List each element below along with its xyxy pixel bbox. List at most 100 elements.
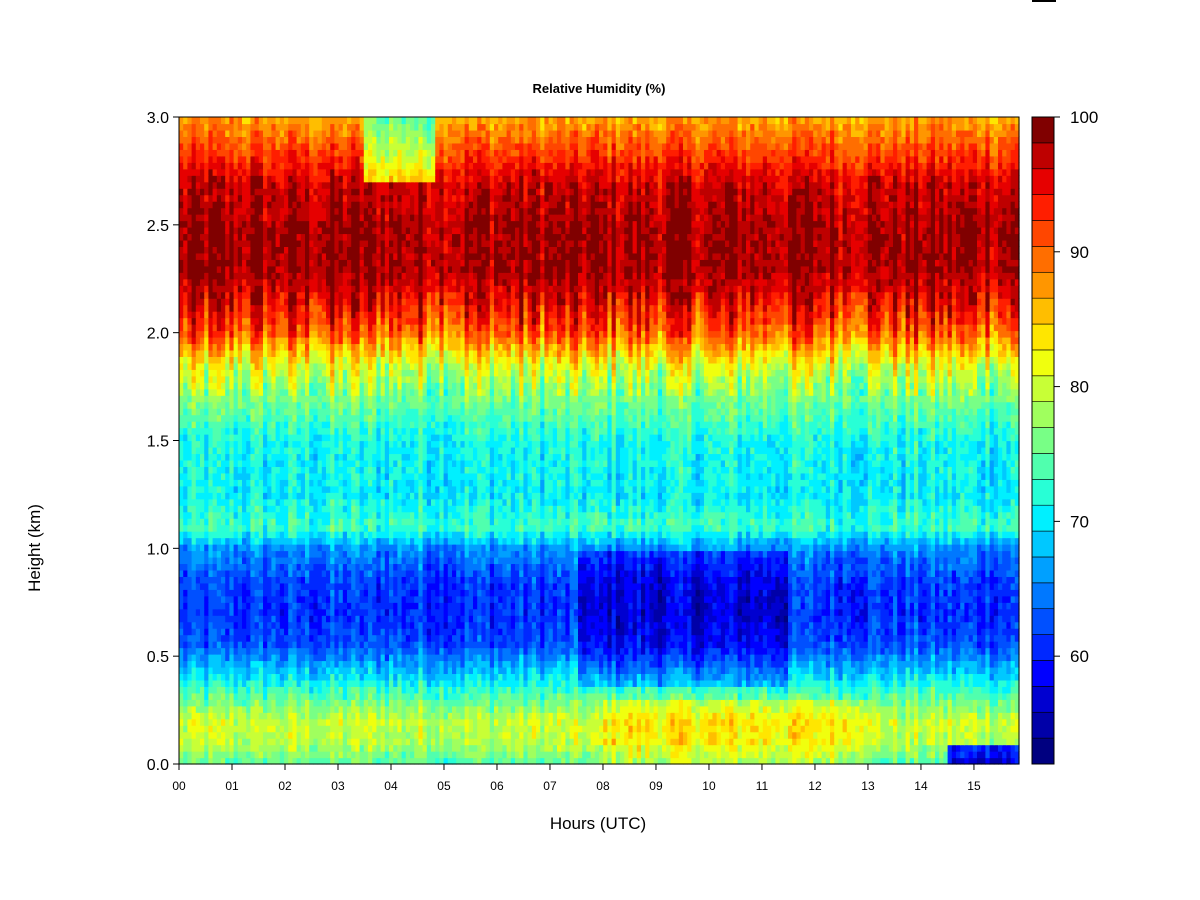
heatmap-cell [695, 673, 701, 681]
heatmap-cell [250, 757, 256, 765]
heatmap-cell [250, 725, 256, 733]
heatmap-cell [468, 679, 474, 687]
heatmap-cell [233, 751, 239, 759]
heatmap-cell [636, 641, 642, 649]
heatmap-cell [712, 628, 718, 636]
heatmap-cell [531, 744, 537, 752]
heatmap-cell [351, 615, 356, 623]
heatmap-cell [666, 679, 671, 687]
heatmap-cell [939, 712, 944, 720]
heatmap-cell [880, 660, 886, 668]
heatmap-cell [750, 608, 755, 616]
heatmap-cell [1010, 660, 1016, 668]
heatmap-cell [384, 738, 390, 746]
heatmap-cell [762, 718, 768, 726]
heatmap-cell [830, 641, 835, 649]
heatmap-cell [842, 731, 848, 739]
heatmap-cell [741, 621, 747, 629]
heatmap-cell [452, 673, 457, 681]
heatmap-cell [376, 699, 382, 707]
heatmap-cell [410, 705, 415, 713]
heatmap-cell [271, 647, 277, 655]
heatmap-cell [708, 712, 713, 720]
heatmap-cell [607, 679, 613, 687]
heatmap-cell [1010, 686, 1016, 694]
heatmap-cell [708, 641, 713, 649]
heatmap-cell [204, 718, 209, 726]
heatmap-cell [918, 725, 923, 733]
heatmap-cell [355, 718, 361, 726]
heatmap-cell [313, 738, 319, 746]
heatmap-cell [1010, 692, 1016, 700]
heatmap-cell [321, 692, 327, 700]
heatmap-cell [989, 628, 995, 636]
heatmap-cell [851, 615, 856, 623]
heatmap-cell [783, 641, 789, 649]
heatmap-cell [1006, 751, 1012, 759]
heatmap-cell [859, 712, 865, 720]
heatmap-cell [565, 705, 571, 713]
heatmap-cell [737, 608, 743, 616]
heatmap-cell [893, 744, 898, 752]
heatmap-cell [951, 660, 957, 668]
heatmap-cell [620, 725, 625, 733]
heatmap-cell [393, 679, 398, 687]
heatmap-cell [729, 686, 734, 694]
heatmap-cell [846, 712, 852, 720]
heatmap-cell [1002, 621, 1007, 629]
heatmap-cell [229, 673, 235, 681]
heatmap-cell [737, 738, 743, 746]
heatmap-cell [317, 731, 323, 739]
heatmap-cell [662, 654, 667, 662]
heatmap-cell [960, 738, 965, 746]
heatmap-cell [662, 660, 667, 668]
heatmap-cell [876, 673, 881, 681]
heatmap-cell [825, 621, 831, 629]
heatmap-cell [771, 744, 776, 752]
heatmap-cell [229, 725, 235, 733]
heatmap-cell [947, 641, 953, 649]
heatmap-cell [712, 725, 718, 733]
heatmap-cell [884, 699, 890, 707]
heatmap-cell [880, 725, 886, 733]
heatmap-cell [426, 738, 432, 746]
heatmap-cell [342, 744, 348, 752]
heatmap-cell [657, 731, 663, 739]
heatmap-cell [985, 725, 991, 733]
heatmap-cell [317, 686, 323, 694]
heatmap-cell [284, 686, 289, 694]
heatmap-cell [859, 686, 865, 694]
heatmap-cell [552, 660, 558, 668]
heatmap-cell [237, 602, 243, 610]
heatmap-cell [725, 621, 730, 629]
heatmap-cell [783, 666, 789, 675]
heatmap-cell [918, 634, 923, 642]
heatmap-cell [678, 666, 684, 675]
heatmap-cell [964, 738, 970, 746]
heatmap-cell [968, 751, 974, 759]
heatmap-cell [275, 744, 281, 752]
heatmap-cell [561, 699, 566, 707]
heatmap-cell [909, 712, 915, 720]
heatmap-cell [435, 660, 440, 668]
heatmap-cell [993, 654, 999, 662]
heatmap-cell [321, 718, 327, 726]
heatmap-cell [968, 705, 974, 713]
heatmap-cell [846, 641, 852, 649]
heatmap-cell [893, 692, 898, 700]
heatmap-cell [834, 660, 839, 668]
heatmap-cell [204, 660, 209, 668]
heatmap-cell [981, 666, 986, 675]
heatmap-cell [968, 699, 974, 707]
heatmap-cell [296, 731, 302, 739]
heatmap-cell [708, 738, 713, 746]
heatmap-cell [586, 666, 592, 675]
heatmap-cell [422, 634, 428, 642]
heatmap-cell [838, 725, 844, 733]
heatmap-cell [271, 602, 277, 610]
heatmap-cell [594, 705, 600, 713]
heatmap-cell [771, 686, 776, 694]
heatmap-cell [842, 738, 848, 746]
heatmap-cell [494, 608, 499, 616]
heatmap-cell [380, 731, 386, 739]
